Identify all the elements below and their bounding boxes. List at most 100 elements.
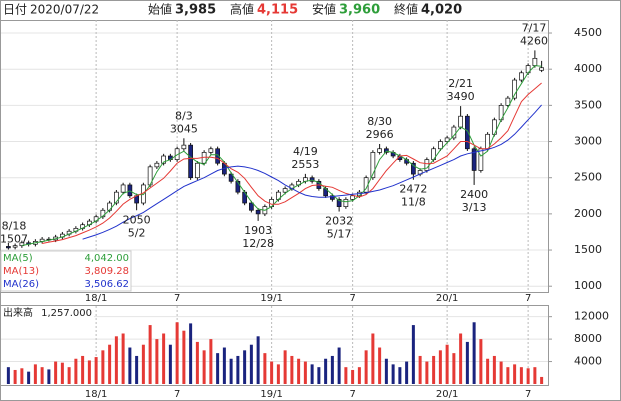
volume-bar [499, 361, 503, 384]
volume-bar [128, 347, 132, 384]
header-label: 終値 [394, 2, 418, 17]
volume-bar [202, 350, 206, 384]
volume-bar [222, 347, 226, 384]
volume-bar [297, 358, 301, 384]
y-tick-label: 1000 [574, 279, 602, 292]
candle-body [424, 159, 430, 171]
volume-value: 1,257.000 [41, 308, 92, 319]
volume-bar [540, 376, 544, 384]
candle-body [100, 209, 106, 218]
volume-bar [351, 369, 355, 384]
volume-bar [243, 350, 247, 384]
candle-body [154, 162, 160, 168]
volume-bar [303, 361, 307, 384]
ma-line [82, 104, 542, 240]
ma-line [41, 82, 542, 244]
volume-bar [445, 344, 449, 384]
volume-bar [276, 364, 280, 384]
x-tick-label: 7 [349, 389, 355, 400]
x-tick-label: 18/1 [85, 293, 107, 304]
candle-body [161, 155, 166, 164]
volume-bar [94, 357, 98, 384]
volume-bar [189, 323, 193, 384]
annotation-value: 2050 [123, 213, 151, 226]
candle-body [350, 195, 355, 200]
candle-body [343, 199, 349, 207]
x-tick-label: 20/1 [436, 389, 458, 400]
volume-bar [519, 367, 523, 384]
volume-bar [438, 350, 442, 384]
candle-body [512, 79, 517, 99]
candle-body [188, 144, 193, 179]
volume-bar [290, 355, 294, 384]
candle-body [478, 148, 484, 171]
volume-bar [459, 333, 463, 384]
legend-value: 3,506.62 [84, 279, 129, 290]
header-label: 高値 [230, 2, 254, 17]
volume-bar [33, 364, 37, 384]
volume-bar [60, 362, 64, 384]
x-tick-label: 7 [349, 293, 355, 304]
candle-body [208, 148, 214, 153]
candle-body [465, 115, 470, 150]
y-tick-label: 4500 [574, 26, 602, 39]
annotation-date: 3/13 [462, 201, 487, 214]
volume-bar [148, 325, 152, 384]
volume-bar [20, 368, 24, 384]
candle-body [519, 72, 524, 81]
y-tick-label: 3500 [574, 98, 602, 111]
candle-body [12, 245, 18, 248]
date: 2020/07/22 [30, 3, 99, 17]
volume-bar [337, 347, 341, 384]
header: 日付 2020/07/22 [3, 3, 99, 17]
volume-bar [40, 367, 44, 384]
x-tick-label: 20/1 [436, 293, 458, 304]
x-tick-label: 7 [174, 389, 180, 400]
annotation-value: 1903 [244, 224, 272, 237]
annotation-date: 8/18 [2, 220, 27, 233]
annotation-date: 7/17 [522, 21, 547, 34]
x-tick-label: 7 [525, 293, 531, 304]
volume-bar [472, 322, 476, 384]
volume-bar [506, 367, 510, 384]
candle-body [309, 177, 315, 182]
y-tick-label: 2500 [574, 171, 602, 184]
header-label: 安値 [312, 2, 336, 17]
candle-body [107, 202, 112, 211]
legend-box [0, 250, 132, 292]
candle-body [444, 137, 450, 142]
volume-bar [526, 368, 530, 384]
volume-bar [87, 360, 91, 384]
y-tick-label: 4000 [574, 355, 602, 368]
volume-bar [168, 344, 172, 384]
candle-body [195, 162, 200, 179]
volume-bar [330, 355, 334, 384]
annotation-date: 8/3 [175, 109, 193, 122]
candle-body [127, 184, 133, 197]
volume-bar [6, 367, 10, 384]
annotation-value: 1507 [0, 233, 28, 246]
legend-name: MA(13) [3, 266, 39, 277]
y-tick-label: 2000 [574, 207, 602, 220]
candle-body [19, 242, 25, 247]
volume-bar [357, 367, 361, 384]
legend-name: MA(26) [3, 279, 39, 290]
candle-body [6, 246, 11, 249]
annotation-value: 2553 [291, 158, 319, 171]
volume-bar [101, 350, 105, 384]
volume-bar [121, 333, 125, 384]
volume-bar [47, 369, 51, 384]
volume-bar [108, 344, 112, 384]
header-value: 4,020 [421, 3, 462, 18]
x-tick-label: 19/1 [260, 389, 282, 400]
annotation-value: 2472 [399, 183, 427, 196]
volume-bar [182, 330, 186, 384]
volume-bar [405, 361, 409, 384]
volume-bar [465, 341, 469, 384]
volume-bar [249, 344, 253, 384]
volume-bar [114, 336, 118, 384]
volume-bar [371, 333, 375, 384]
legend-value: 3,809.28 [84, 266, 129, 277]
legend-name: MA(5) [3, 253, 33, 264]
